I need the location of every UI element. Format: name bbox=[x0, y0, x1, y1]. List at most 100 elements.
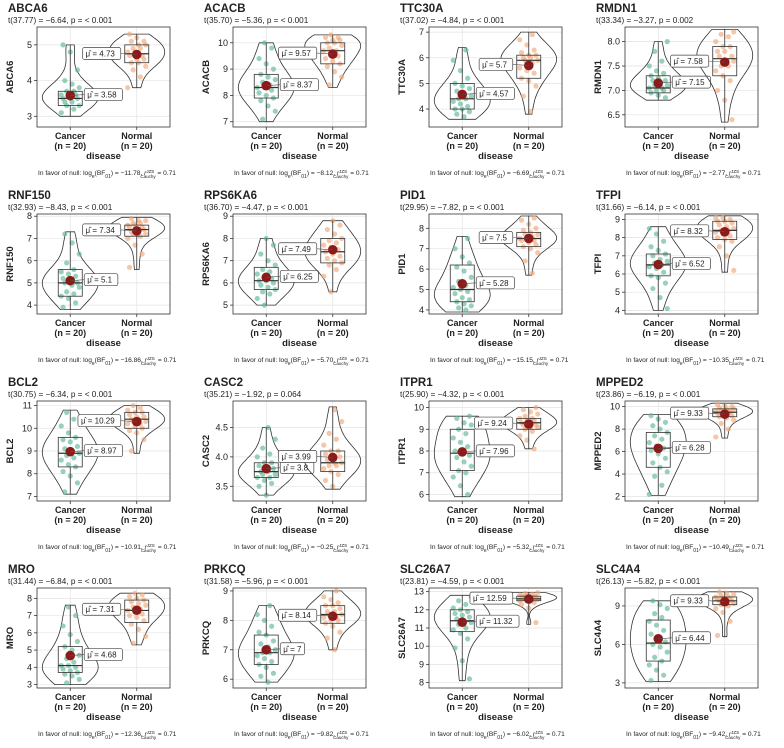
panel-title: ACACB bbox=[204, 3, 246, 15]
data-point bbox=[141, 618, 147, 624]
data-point bbox=[74, 443, 81, 450]
data-point bbox=[731, 417, 737, 423]
y-tick-label: 4 bbox=[419, 305, 424, 315]
label-connector bbox=[70, 279, 85, 281]
data-point bbox=[450, 57, 456, 63]
data-point bbox=[716, 53, 722, 59]
data-point bbox=[659, 614, 665, 621]
data-point bbox=[60, 468, 66, 475]
data-point bbox=[73, 300, 79, 306]
box-cancer bbox=[645, 619, 671, 662]
x-axis-label: disease bbox=[674, 712, 709, 723]
data-point bbox=[520, 55, 526, 61]
data-point bbox=[272, 77, 278, 83]
data-point bbox=[60, 304, 66, 310]
violin-cancer bbox=[629, 226, 687, 311]
y-tick-label: 8.0 bbox=[607, 37, 620, 47]
data-point bbox=[468, 463, 474, 469]
data-point bbox=[661, 672, 667, 678]
violin-cancer bbox=[237, 238, 295, 306]
x-axis-label: disease bbox=[282, 338, 317, 349]
x-tick-label: Cancer bbox=[643, 692, 674, 702]
data-point bbox=[648, 244, 654, 250]
data-point bbox=[463, 601, 469, 607]
data-point bbox=[67, 668, 73, 674]
data-point bbox=[328, 289, 334, 295]
data-point bbox=[463, 470, 469, 476]
data-point bbox=[659, 436, 665, 442]
data-point bbox=[466, 452, 473, 458]
label-connector bbox=[708, 412, 725, 415]
data-point bbox=[269, 658, 275, 665]
y-axis-label: TTC30A bbox=[397, 59, 408, 95]
data-point bbox=[466, 614, 473, 620]
data-point bbox=[535, 231, 541, 238]
panel-subtitle: t(31.44) = −6.84, p = < 0.001 bbox=[8, 577, 113, 586]
data-point bbox=[339, 418, 345, 425]
data-point bbox=[466, 85, 473, 92]
x-tick-label: Cancer bbox=[251, 131, 282, 141]
data-point bbox=[322, 451, 329, 457]
y-tick-label: 5 bbox=[419, 285, 424, 295]
bf-caption: In favor of null: loge(BF01) = −15.15, r… bbox=[430, 356, 569, 368]
data-point bbox=[713, 605, 719, 612]
x-axis-label: disease bbox=[478, 712, 513, 723]
data-point bbox=[270, 66, 277, 72]
label-connector bbox=[266, 84, 281, 86]
data-point bbox=[135, 626, 142, 632]
panel-subtitle: t(32.93) = −8.43, p = < 0.001 bbox=[8, 203, 113, 212]
y-tick-label: 8 bbox=[27, 469, 32, 479]
box-cancer bbox=[645, 75, 671, 94]
y-tick-label: 6 bbox=[615, 269, 620, 279]
data-point bbox=[260, 116, 266, 122]
x-tick-label: Cancer bbox=[251, 318, 282, 328]
x-tick-label: Normal bbox=[317, 318, 348, 328]
mean-point bbox=[653, 443, 664, 454]
data-point bbox=[125, 421, 131, 427]
x-axis-label: disease bbox=[674, 525, 709, 536]
data-point bbox=[321, 466, 327, 472]
data-point bbox=[71, 291, 77, 297]
data-point bbox=[258, 251, 264, 257]
x-count-label: (n = 20) bbox=[54, 702, 86, 712]
y-tick-label: 7.5 bbox=[607, 61, 620, 71]
data-point bbox=[524, 42, 530, 48]
data-point bbox=[452, 246, 458, 252]
mean-label-box bbox=[474, 416, 514, 430]
y-axis-label: RNF150 bbox=[5, 246, 16, 281]
mean-label-box bbox=[82, 47, 122, 60]
data-point bbox=[459, 295, 465, 301]
x-count-label: (n = 20) bbox=[642, 515, 674, 525]
data-point bbox=[128, 215, 134, 222]
x-count-label: (n = 20) bbox=[317, 141, 349, 151]
data-point bbox=[461, 114, 467, 120]
data-point bbox=[132, 590, 138, 596]
mean-label: μ̂ = 9.57 bbox=[282, 49, 312, 58]
data-point bbox=[522, 413, 528, 419]
data-point bbox=[65, 430, 72, 436]
mean-label-box bbox=[83, 88, 123, 101]
x-tick-label: Normal bbox=[513, 131, 544, 141]
label-connector bbox=[316, 456, 333, 458]
panel-subtitle: t(33.34) = −3.27, p = 0.002 bbox=[596, 16, 694, 25]
data-point bbox=[128, 599, 134, 605]
panel-subtitle: t(31.58) = −5.96, p = < 0.001 bbox=[204, 577, 309, 586]
data-point bbox=[269, 623, 275, 629]
data-point bbox=[653, 231, 660, 237]
y-tick-label: 9 bbox=[615, 214, 620, 224]
data-point bbox=[468, 274, 474, 280]
label-connector bbox=[70, 654, 85, 656]
mean-label-box bbox=[475, 614, 520, 628]
data-point bbox=[662, 95, 669, 101]
data-point bbox=[263, 92, 269, 99]
mean-label: μ̂ = 5.1 bbox=[87, 276, 112, 285]
data-point bbox=[267, 291, 273, 297]
data-point bbox=[468, 303, 474, 309]
mean-label-box bbox=[670, 406, 710, 420]
data-point bbox=[265, 284, 271, 290]
data-point bbox=[270, 466, 277, 472]
y-tick-label: 3.5 bbox=[215, 481, 228, 491]
